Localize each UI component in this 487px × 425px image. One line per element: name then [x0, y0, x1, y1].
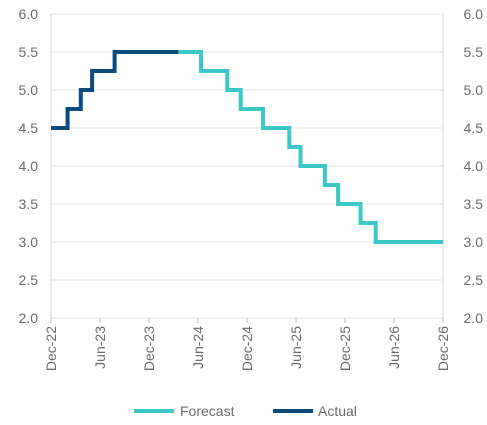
y-tick-label-right: 3.5: [464, 196, 484, 212]
y-tick-label-right: 2.5: [464, 272, 484, 288]
y-axis-right: 2.0 2.5 3.0 3.5 4.0 4.5 5.0 5.5 6.0: [464, 6, 484, 326]
y-tick-label-left: 5.5: [19, 44, 39, 60]
y-tick-label-right: 4.5: [464, 120, 484, 136]
y-tick-label-left: 2.5: [19, 272, 39, 288]
y-tick-label-right: 2.0: [464, 310, 484, 326]
y-tick-label-left: 5.0: [19, 82, 39, 98]
legend-label-actual: Actual: [318, 403, 357, 419]
x-tick-label: Jun-23: [92, 326, 108, 369]
y-tick-label-left: 4.0: [19, 158, 39, 174]
x-axis: Dec-22 Jun-23 Dec-23 Jun-24 Dec-24 Jun-25 Dec-…: [43, 318, 451, 371]
series-line-actual: [51, 50, 179, 130]
y-axis-left: 2.0 2.5 3.0 3.5 4.0 4.5 5.0 5.5 6.0: [19, 6, 39, 326]
x-tick-label: Jun-24: [190, 326, 206, 369]
x-tick-label: Dec-23: [141, 326, 157, 371]
x-tick-label: Dec-25: [337, 326, 353, 371]
grid-lines: [50, 13, 444, 319]
legend: Forecast Actual: [134, 403, 357, 419]
x-tick-label: Dec-22: [43, 326, 59, 371]
x-tick-label: Jun-26: [386, 326, 402, 369]
y-tick-label-left: 2.0: [19, 310, 39, 326]
y-tick-label-right: 5.0: [464, 82, 484, 98]
x-tick-label: Dec-26: [435, 326, 451, 371]
x-tick-label: Jun-25: [288, 326, 304, 369]
legend-label-forecast: Forecast: [180, 403, 235, 419]
series-lines: [51, 50, 443, 244]
y-tick-label-left: 4.5: [19, 120, 39, 136]
series-line-forecast: [178, 50, 443, 244]
y-tick-label-right: 5.5: [464, 44, 484, 60]
x-tick-label: Dec-24: [239, 326, 255, 371]
y-tick-label-left: 3.5: [19, 196, 39, 212]
y-tick-label-left: 3.0: [19, 234, 39, 250]
y-tick-label-left: 6.0: [19, 6, 39, 22]
y-tick-label-right: 3.0: [464, 234, 484, 250]
y-tick-label-right: 4.0: [464, 158, 484, 174]
y-tick-label-right: 6.0: [464, 6, 484, 22]
